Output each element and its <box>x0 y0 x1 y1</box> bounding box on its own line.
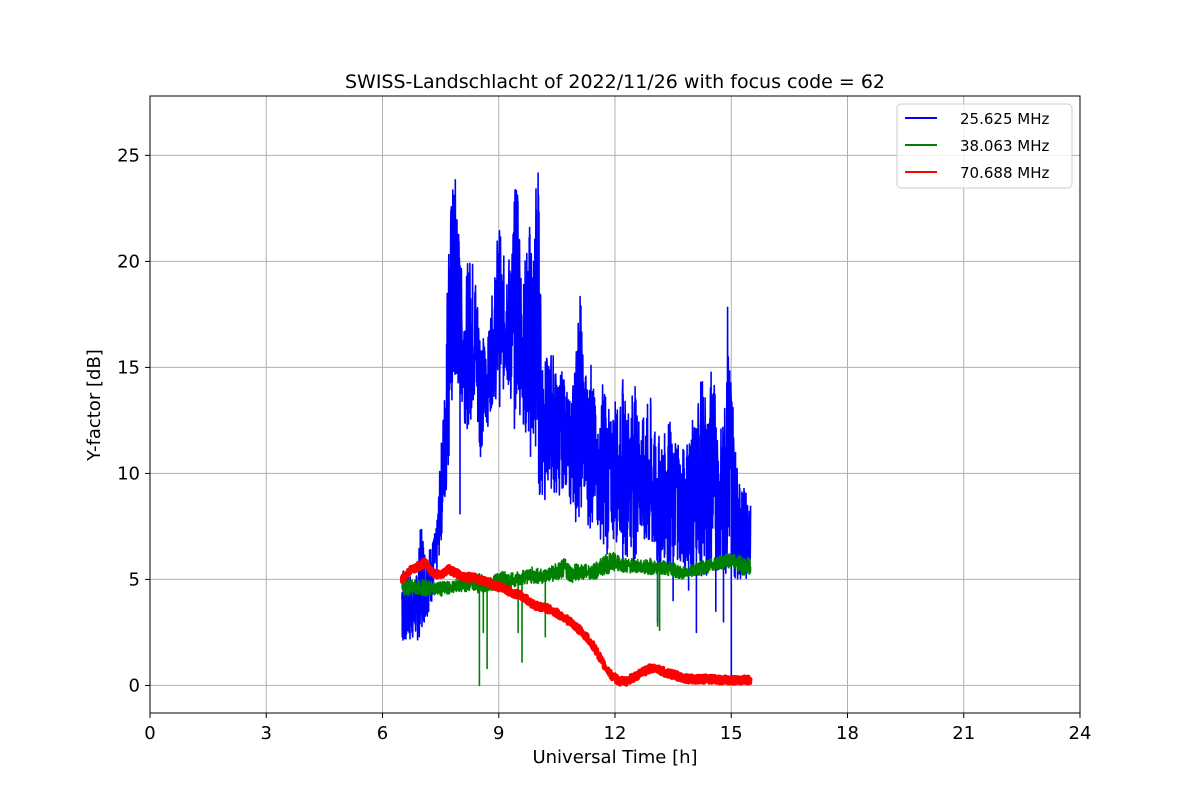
y-tick-label: 20 <box>117 251 140 272</box>
x-tick-label: 3 <box>261 723 272 744</box>
x-axis-label: Universal Time [h] <box>532 747 697 768</box>
x-tick-label: 15 <box>720 723 743 744</box>
y-tick-label: 15 <box>117 357 140 378</box>
x-tick-label: 12 <box>604 723 627 744</box>
legend-label-38063: 38.063 MHz <box>960 137 1049 155</box>
series-layer <box>399 172 753 687</box>
x-tick-label: 18 <box>836 723 859 744</box>
series-line-70688 <box>399 557 753 687</box>
y-tick-label: 10 <box>117 463 140 484</box>
series-line-25625 <box>401 172 752 678</box>
ticks: 0 3 6 9 12 15 18 21 24 0 5 10 15 20 25 <box>117 145 1091 744</box>
x-tick-label: 6 <box>377 723 388 744</box>
legend-label-70688: 70.688 MHz <box>960 164 1049 182</box>
chart-title: SWISS-Landschlacht of 2022/11/26 with fo… <box>345 71 885 93</box>
series-line-38063 <box>401 551 752 687</box>
legend-label-25625: 25.625 MHz <box>960 110 1049 128</box>
y-tick-label: 0 <box>129 675 140 696</box>
x-tick-label: 24 <box>1069 723 1092 744</box>
y-tick-label: 5 <box>129 569 140 590</box>
y-tick-label: 25 <box>117 145 140 166</box>
x-tick-label: 0 <box>144 723 155 744</box>
x-tick-label: 21 <box>952 723 975 744</box>
y-axis-label: Y-factor [dB] <box>84 349 105 462</box>
legend: 25.625 MHz 38.063 MHz 70.688 MHz <box>896 103 1073 189</box>
legend-box <box>896 103 1073 189</box>
x-tick-label: 9 <box>493 723 504 744</box>
